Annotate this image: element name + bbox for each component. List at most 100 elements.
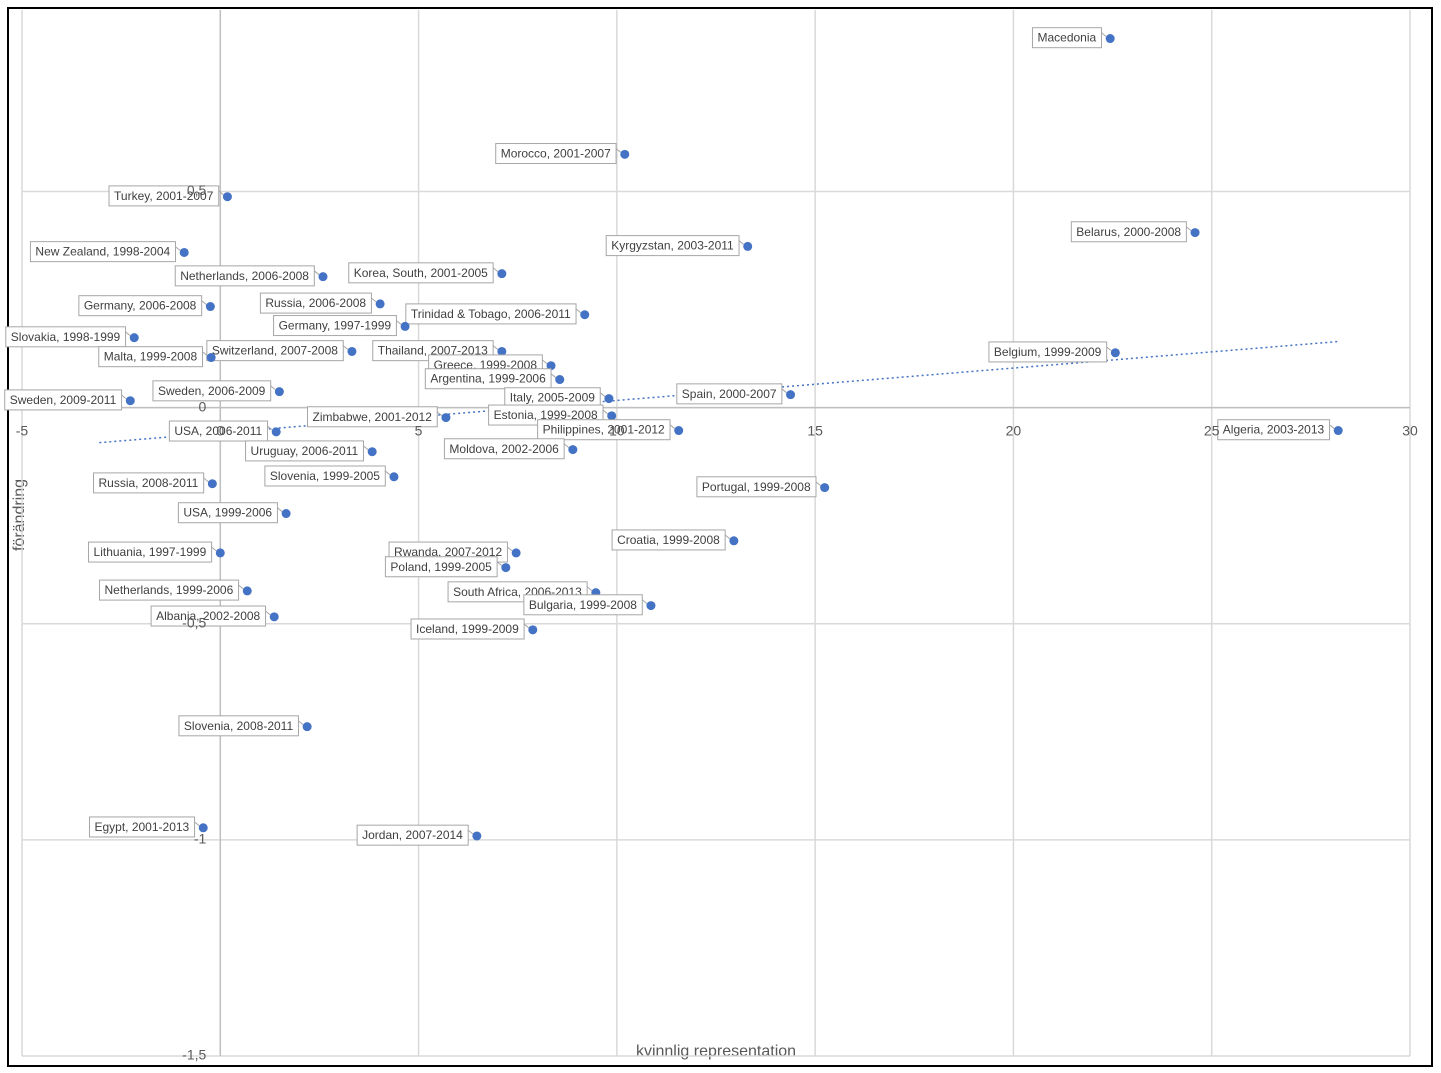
point (472, 831, 482, 841)
label-leader (669, 424, 676, 429)
point-label: Sweden, 2009-2011 (10, 393, 117, 407)
point-label-box (264, 465, 386, 487)
point-label: Trinidad & Tobago, 2006-2011 (411, 307, 571, 321)
point-label-group: Germany, 2006-2008 (78, 295, 207, 317)
point-label-group: Spain, 2000-2007 (676, 383, 787, 405)
point-label-group: Sweden, 2006-2009 (152, 380, 276, 402)
point-label-group: Russia, 2008-2011 (93, 472, 209, 494)
label-leader (218, 190, 224, 196)
point-label-box (88, 541, 213, 563)
point-label: Uruguay, 2006-2011 (251, 444, 359, 458)
point (497, 269, 507, 279)
label-leader (201, 300, 207, 305)
label-leader (586, 586, 593, 592)
point (555, 375, 565, 385)
point-label-group: Moldova, 2002-2006 (443, 438, 570, 460)
label-leader (523, 623, 530, 629)
point (1190, 228, 1200, 238)
point-label-group: Turkey, 2001-2007 (108, 185, 224, 207)
point-label-box (245, 440, 364, 462)
point-label-group: Slovenia, 1999-2005 (264, 465, 391, 487)
label-leader (467, 829, 474, 835)
point (215, 548, 225, 558)
label-leader (370, 297, 377, 303)
point-label: Slovakia, 1998-1999 (11, 330, 121, 344)
point-label-group: Slovenia, 2008-2011 (178, 715, 304, 737)
point (546, 361, 556, 371)
y-tick-label: 0 (198, 398, 206, 414)
label-leader (297, 720, 304, 726)
label-leader (1100, 32, 1107, 37)
point (347, 346, 357, 356)
point-label-box (206, 340, 344, 362)
point-label: Russia, 2008-2011 (99, 476, 199, 490)
label-leader (313, 270, 320, 276)
point-label-box (495, 143, 617, 165)
point-label-group: USA, 2006-2011 (168, 420, 273, 442)
point-label: Morocco, 2001-2007 (501, 147, 611, 161)
point-label-box (1031, 27, 1103, 49)
point-label: Turkey, 2001-2007 (114, 189, 214, 203)
point-label-group: Egypt, 2001-2013 (88, 816, 200, 838)
point (1110, 348, 1120, 358)
label-leader (436, 411, 443, 416)
point (269, 612, 279, 622)
label-leader (362, 445, 369, 451)
label-leader (270, 385, 276, 391)
label-leader (1185, 226, 1192, 231)
point-label-group: Malta, 1999-2008 (98, 346, 208, 368)
label-leader (193, 821, 200, 827)
point-label-group: Kyrgyzstan, 2003-2011 (605, 235, 745, 257)
point-label-group: Algeria, 2003-2013 (1217, 419, 1335, 441)
point-label-group: Portugal, 1999-2008 (696, 476, 821, 498)
point-label-box (443, 438, 565, 460)
label-leader (563, 443, 570, 448)
point-label-group: Philippines, 2001-2012 (537, 419, 676, 441)
point-label: Jordan, 2007-2014 (362, 828, 463, 842)
point (620, 149, 630, 159)
y-tick-label: -1,5 (182, 1047, 206, 1063)
point-label: Zimbabwe, 2001-2012 (313, 410, 433, 424)
point (497, 346, 507, 356)
point-label: Germany, 2006-2008 (84, 299, 197, 313)
point-label: Algeria, 2003-2013 (1223, 423, 1325, 437)
label-leader (210, 546, 217, 552)
point (528, 625, 538, 635)
point-label-group: Belgium, 1999-2009 (988, 341, 1112, 363)
label-leader (724, 534, 731, 540)
x-tick-label: 5 (415, 422, 423, 438)
point (179, 247, 189, 257)
label-leader (124, 331, 131, 337)
label-leader (174, 246, 181, 251)
point-label: Belarus, 2000-2008 (1076, 225, 1181, 239)
point-label: New Zealand, 1998-2004 (35, 245, 170, 259)
point-label-group: Bulgaria, 1999-2008 (523, 594, 648, 616)
point-label: Lithuania, 1997-1999 (94, 545, 207, 559)
point-label: Belgium, 1999-2009 (994, 345, 1102, 359)
point-label-box (108, 185, 220, 207)
label-leader (641, 599, 648, 605)
point-label-group: Switzerland, 2007-2008 (206, 340, 349, 362)
point (607, 411, 617, 421)
point-label: USA, 1999-2006 (183, 506, 272, 520)
point-label-box (4, 389, 123, 411)
point-label: Malta, 1999-2008 (104, 350, 198, 364)
point-label-box (384, 556, 498, 578)
point-label: Estonia, 1999-2008 (494, 408, 598, 422)
point-label: Spain, 2000-2007 (682, 387, 777, 401)
point-label: Portugal, 1999-2008 (702, 480, 811, 494)
label-leader (395, 320, 402, 325)
point-label: Philippines, 2001-2012 (543, 423, 665, 437)
point-label-group: Poland, 1999-2005 (384, 556, 503, 578)
x-tick-label: 0 (216, 422, 224, 438)
point-label: Iceland, 1999-2009 (416, 622, 519, 636)
point-label-box (988, 341, 1108, 363)
label-leader (237, 584, 244, 590)
point (501, 563, 511, 573)
point-label-group: USA, 1999-2006 (177, 502, 283, 524)
point-label: Korea, South, 2001-2005 (354, 266, 488, 280)
label-leader (815, 481, 821, 487)
point-label-group: Uruguay, 2006-2011 (245, 440, 369, 462)
point-label-box (405, 303, 577, 325)
point (568, 445, 578, 455)
